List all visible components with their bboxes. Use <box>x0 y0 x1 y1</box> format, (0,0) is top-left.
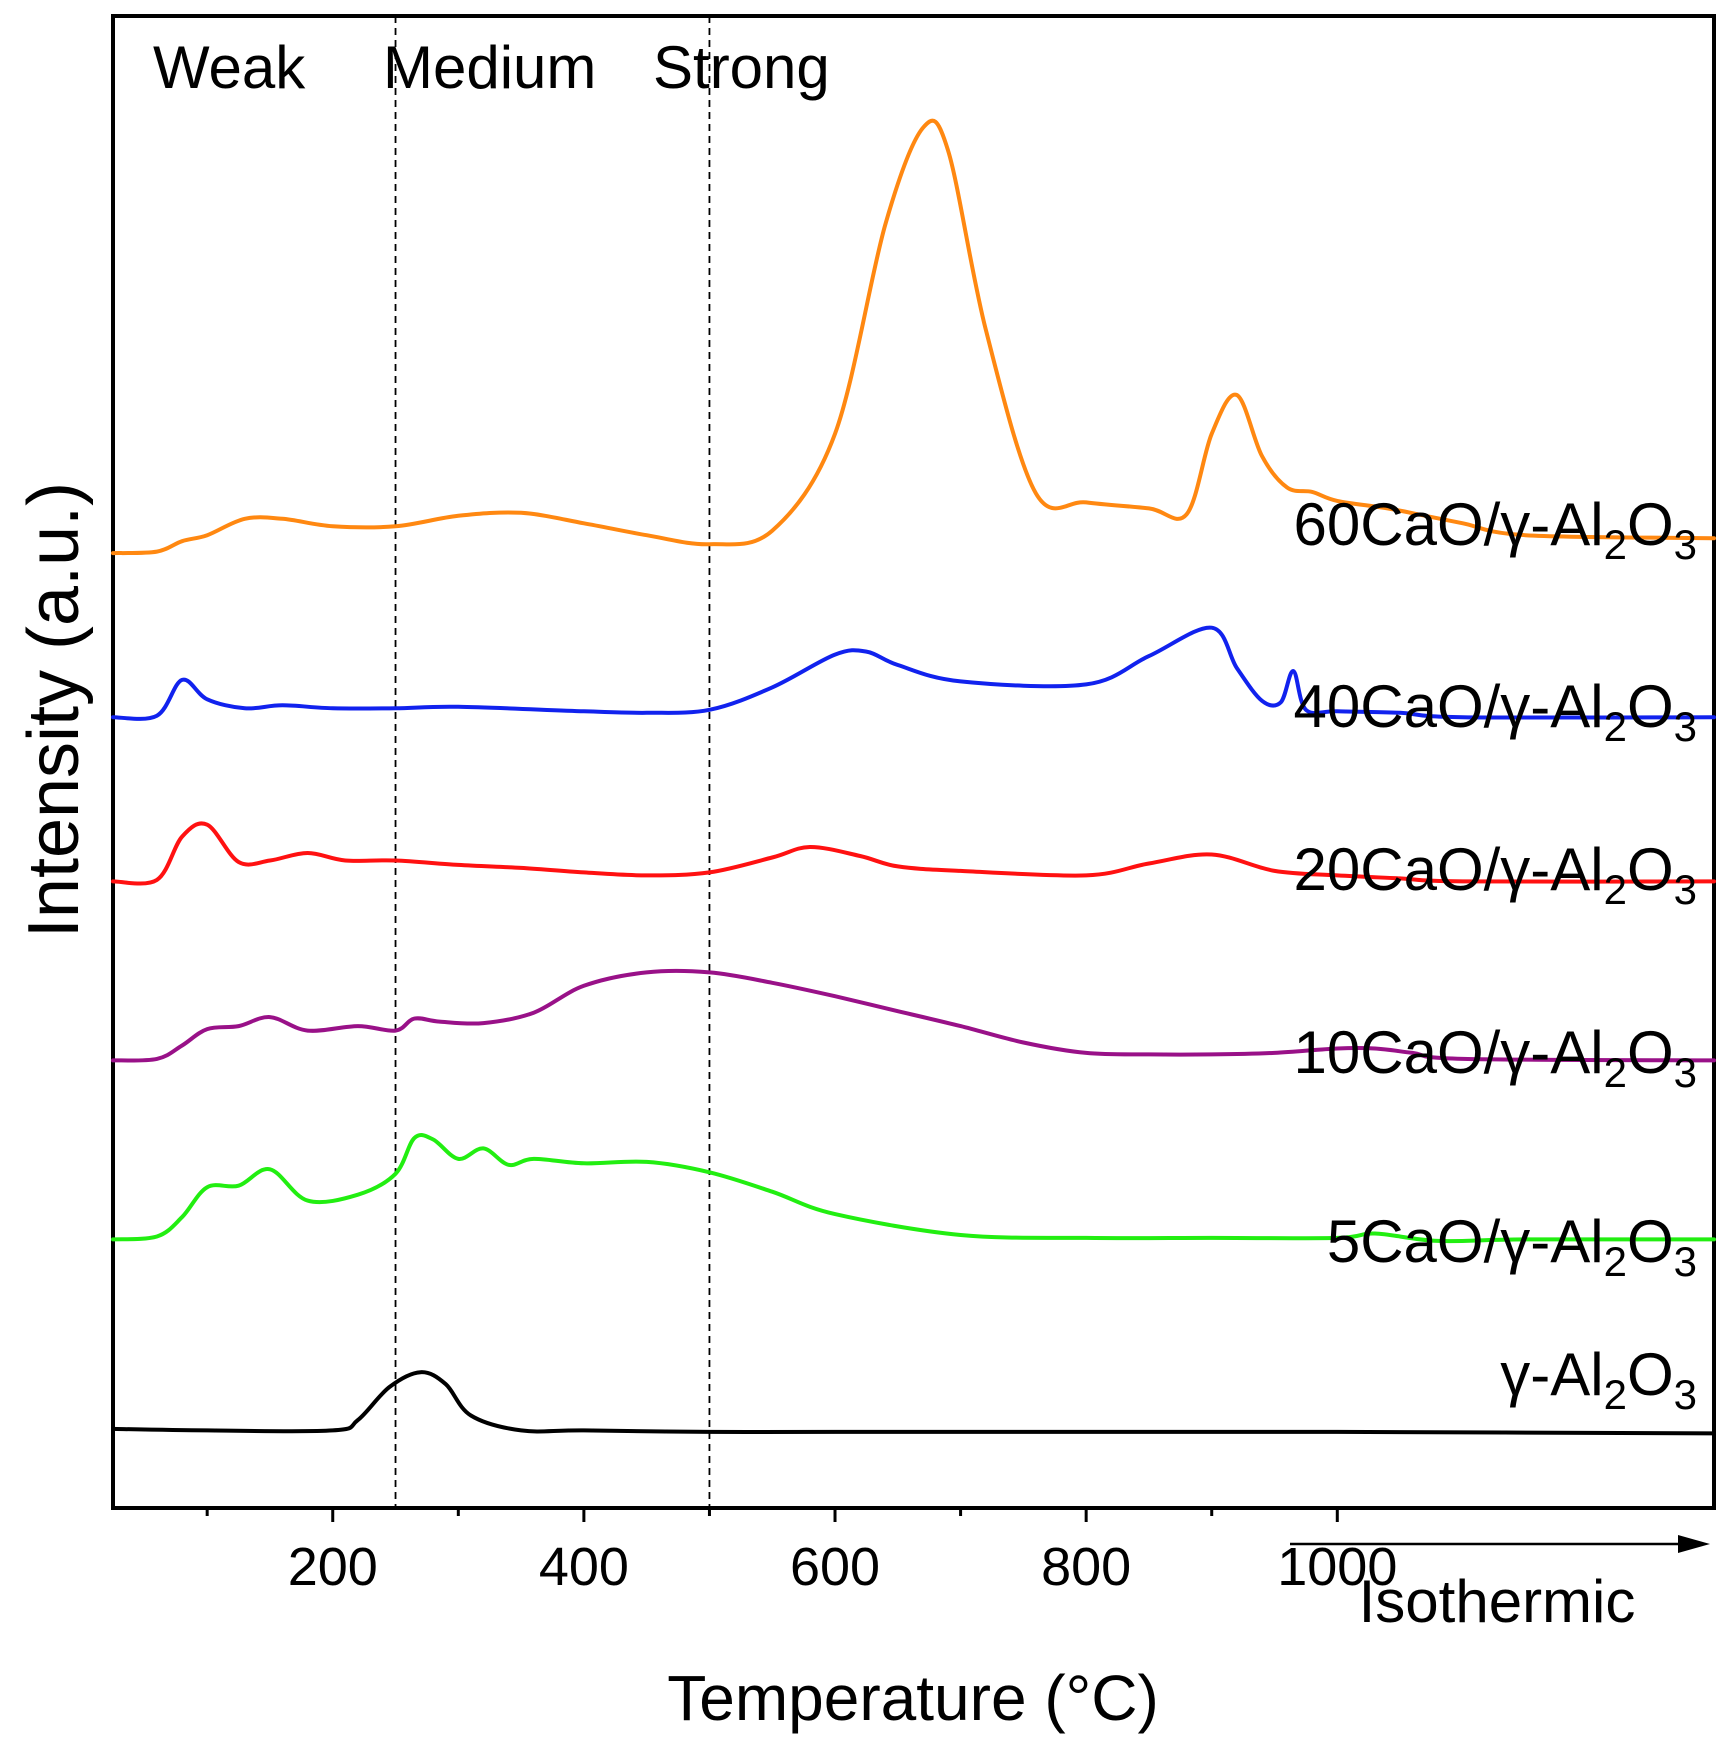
region-label-strong: Strong <box>653 34 830 101</box>
x-tick-label-1000: 1000 <box>1277 1537 1397 1597</box>
x-tick-label-800: 800 <box>1041 1537 1131 1597</box>
series-label-60cao-gamma-al2o3: 60CaO/γ-Al2O3 <box>1294 491 1698 568</box>
x-tick-label-400: 400 <box>539 1537 629 1597</box>
series-label-gamma-al2o3: γ-Al2O3 <box>1500 1341 1697 1418</box>
y-axis-title: Intensity (a.u.) <box>14 482 94 938</box>
series-label-40cao-gamma-al2o3: 40CaO/γ-Al2O3 <box>1294 673 1698 750</box>
series-label-5cao-gamma-al2o3: 5CaO/γ-Al2O3 <box>1327 1208 1697 1285</box>
isothermic-label: Isothermic <box>1359 1568 1636 1635</box>
isothermic-arrow-head <box>1678 1535 1710 1553</box>
series-labels: γ-Al2O3 5CaO/γ-Al2O3 10CaO/γ-Al2O3 20CaO/γ-… <box>1294 491 1698 1418</box>
series-line-10cao-gamma-al2o3 <box>111 968 1716 1063</box>
region-labels: Weak Medium Strong <box>153 34 830 101</box>
region-label-medium: Medium <box>383 34 596 101</box>
x-axis-title: Temperature (°C) <box>667 1662 1159 1734</box>
x-tick-label-600: 600 <box>790 1537 880 1597</box>
x-axis-ticks <box>205 1508 1339 1522</box>
series-label-10cao-gamma-al2o3: 10CaO/γ-Al2O3 <box>1294 1019 1698 1096</box>
region-dividers <box>394 16 711 1508</box>
series-line-5cao-gamma-al2o3 <box>111 1133 1716 1244</box>
series-label-20cao-gamma-al2o3: 20CaO/γ-Al2O3 <box>1294 836 1698 913</box>
series-line-20cao-gamma-al2o3 <box>111 821 1716 886</box>
region-label-weak: Weak <box>153 34 306 101</box>
series-line-40cao-gamma-al2o3 <box>111 625 1716 721</box>
x-axis-tick-labels: 200 400 600 800 1000 <box>288 1537 1398 1597</box>
series-line-60cao-gamma-al2o3 <box>111 118 1716 556</box>
series-line-gamma-al2o3 <box>111 1370 1716 1436</box>
plot-frame <box>111 14 1716 1510</box>
x-tick-label-200: 200 <box>288 1537 378 1597</box>
series-group <box>111 118 1716 1436</box>
